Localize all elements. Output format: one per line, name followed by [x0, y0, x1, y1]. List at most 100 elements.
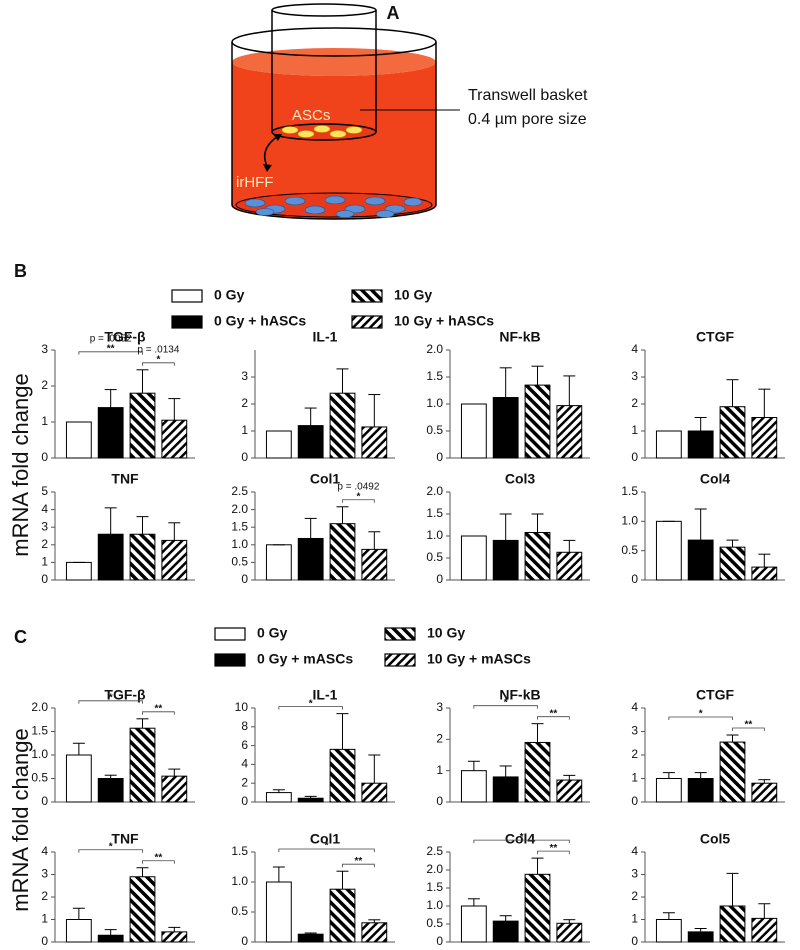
bar [719, 406, 746, 459]
significance-stars: * [699, 709, 703, 720]
error-bar [336, 713, 349, 750]
significance-bracket [537, 850, 570, 855]
y-tick-label: 0.5 [426, 423, 443, 437]
legend-label: 0 Gy + mASCs [257, 651, 353, 667]
error-bar [368, 394, 381, 427]
chart-title: NF-kB [499, 329, 540, 345]
error-bar [758, 903, 771, 919]
error-bar [368, 531, 381, 550]
bar [524, 741, 551, 803]
significance-bracket [473, 705, 538, 709]
y-tick-label: 1.0 [231, 874, 248, 888]
error-bar [499, 513, 512, 541]
error-bar [168, 926, 181, 932]
significance-bracket [78, 700, 143, 704]
chart-title: Col1 [310, 831, 341, 847]
significance-stars: ** [155, 852, 163, 863]
y-tick-label: 1 [41, 414, 48, 428]
arrow-head [273, 134, 282, 141]
y-axis-label: mRNA fold change [8, 728, 33, 911]
error-bar [531, 723, 544, 743]
p-value: p = .0052 [90, 333, 132, 344]
significance-stars: * [325, 841, 329, 852]
y-tick-label: 2 [241, 396, 248, 410]
arrow-head [263, 164, 272, 172]
significance-stars: ** [550, 708, 558, 719]
chart-title: Col3 [505, 471, 536, 487]
y-tick-label: 2.0 [426, 342, 443, 356]
y-tick-label: 0 [631, 450, 638, 464]
bar [460, 770, 487, 803]
error-bar [104, 389, 117, 408]
chart-title: TGF-β [104, 329, 146, 345]
legend-swatch [171, 289, 203, 303]
legend-swatch [384, 653, 416, 667]
y-tick-label: 2.5 [231, 484, 248, 498]
significance-stars: ** [355, 856, 363, 867]
legend-swatch [384, 627, 416, 641]
error-bar [336, 506, 349, 524]
y-tick-label: 3 [41, 867, 48, 881]
y-tick-label: 0 [41, 572, 48, 586]
error-bar [758, 779, 771, 784]
bar [361, 782, 388, 803]
bar [719, 546, 746, 581]
y-tick-label: 1.0 [426, 396, 443, 410]
significance-stars: ** [550, 843, 558, 854]
error-bar [304, 795, 317, 799]
bar [329, 748, 356, 803]
bar [492, 397, 519, 459]
error-bar [531, 857, 544, 875]
significance-bracket [142, 362, 175, 366]
error-bar [104, 929, 117, 936]
error-bar [272, 866, 285, 882]
y-tick-label: 0.5 [426, 916, 443, 930]
bar [751, 566, 778, 581]
bar [65, 421, 92, 459]
bar [129, 727, 156, 803]
significance-bracket [342, 863, 375, 868]
y-tick-label: 1.0 [426, 528, 443, 542]
panel-a: A ASCs irHFF Transwell basket 0.4 µm por… [231, 3, 588, 220]
legend-label: 0 Gy [214, 287, 245, 303]
bar [751, 782, 778, 803]
p-value: p = .0492 [337, 481, 379, 492]
bar [161, 419, 188, 459]
y-tick-label: 3 [41, 342, 48, 356]
y-tick-label: 0 [631, 572, 638, 586]
chart-title: Col5 [700, 831, 731, 847]
y-tick-label: 3 [631, 724, 638, 738]
significance-bracket [142, 860, 175, 864]
bar [556, 779, 583, 803]
error-bar [694, 417, 707, 431]
y-tick-label: 0 [241, 450, 248, 464]
significance-stars: * [309, 698, 313, 709]
error-bar [368, 919, 381, 923]
y-tick-label: 1.0 [426, 898, 443, 912]
error-bar [104, 774, 117, 779]
significance-stars: * [504, 697, 508, 708]
asc-label: ASCs [292, 107, 330, 124]
bar [460, 535, 487, 581]
error-bar [168, 522, 181, 541]
y-tick-label: 1 [41, 555, 48, 569]
significance-bracket [668, 716, 733, 721]
y-tick-label: 1 [631, 912, 638, 926]
error-bar [304, 517, 317, 539]
bar [329, 888, 356, 943]
y-tick-label: 0 [41, 794, 48, 808]
significance-stars: * [156, 354, 160, 365]
error-bar [726, 872, 739, 906]
significance-bracket [278, 848, 375, 852]
y-tick-label: 0 [436, 794, 443, 808]
bar [265, 544, 292, 581]
y-tick-label: 1.5 [231, 844, 248, 858]
significance-stars: * [520, 832, 524, 843]
significance-bracket [537, 716, 570, 720]
error-bar [694, 772, 707, 779]
y-tick-label: 1 [631, 423, 638, 437]
y-tick-label: 0 [631, 794, 638, 808]
significance-bracket [78, 849, 143, 853]
error-bar [304, 932, 317, 935]
p-value: p = .0134 [137, 344, 179, 355]
